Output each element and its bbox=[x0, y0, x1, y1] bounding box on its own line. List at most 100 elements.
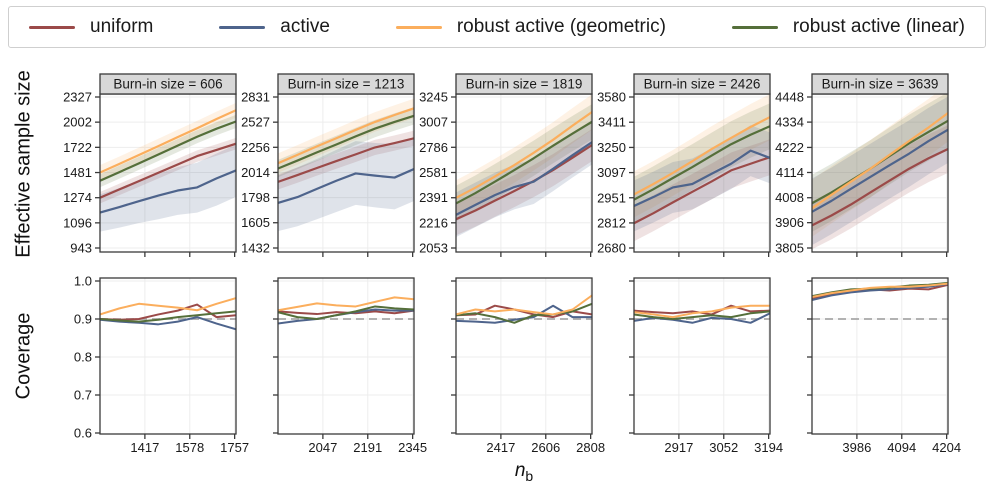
series-band-active bbox=[100, 144, 236, 232]
panel-title: Burn-in size = 606 bbox=[113, 77, 222, 92]
legend-item-robust_active_linear: robust active (linear) bbox=[731, 16, 965, 38]
series-line-robust_active_geometric bbox=[634, 116, 770, 196]
series-line-uniform bbox=[278, 137, 414, 183]
legend-label: robust active (geometric) bbox=[456, 16, 666, 37]
ess-panel: 2680 2812 2951 3097 3250 3411 3580 Burn-in size… bbox=[597, 73, 771, 257]
ess-ytick-label: 1722 bbox=[63, 140, 92, 155]
gridlines bbox=[634, 278, 770, 434]
legend-swatch-active bbox=[219, 25, 266, 29]
coverage-panel: 1.0 0.9 0.8 0.7 0.6 1417 1578 1757 bbox=[74, 274, 249, 456]
coverage-line-active bbox=[100, 316, 236, 331]
coverage-panel: 3986 4094 4204 bbox=[807, 277, 961, 455]
ess-ytick-label: 3906 bbox=[775, 215, 804, 230]
series-line-robust_active_geometric bbox=[456, 111, 592, 199]
series-line-uniform bbox=[456, 144, 592, 221]
xtick-label: 2417 bbox=[486, 440, 515, 455]
ess-ytick-label: 4334 bbox=[775, 115, 804, 130]
ess-ytick-label: 3580 bbox=[597, 90, 626, 105]
series-line-robust_active_geometric bbox=[100, 109, 236, 174]
ess-ytick-label: 943 bbox=[70, 241, 92, 256]
xtick-label: 2345 bbox=[398, 440, 427, 455]
xtick-label: 2917 bbox=[664, 440, 693, 455]
coverage-ytick-label: 0.7 bbox=[74, 388, 92, 403]
ess-ytick-label: 2256 bbox=[241, 140, 270, 155]
gridlines bbox=[100, 94, 236, 252]
series-line-active bbox=[456, 141, 592, 216]
coverage-line-robust_active_geometric bbox=[100, 297, 236, 316]
coverage-line-robust_active_linear bbox=[278, 305, 414, 320]
legend-item-active: active bbox=[219, 16, 330, 38]
coverage-line-robust_active_geometric bbox=[278, 296, 414, 312]
coverage-panel: 2417 2606 2808 bbox=[451, 277, 605, 455]
xtick-label: 2606 bbox=[531, 440, 560, 455]
legend-label: robust active (linear) bbox=[792, 16, 965, 37]
panel-frame bbox=[99, 277, 237, 435]
ess-ytick-label: 4114 bbox=[776, 165, 804, 180]
series-line-active bbox=[278, 168, 414, 204]
series-band-uniform bbox=[634, 139, 770, 242]
coverage-panel: 2917 3052 3194 bbox=[629, 277, 783, 455]
panel-frame bbox=[455, 277, 593, 435]
panel-frame bbox=[277, 277, 415, 435]
series-line-uniform bbox=[634, 156, 770, 225]
series-line-robust_active_linear bbox=[456, 120, 592, 205]
coverage-line-robust_active_linear bbox=[634, 310, 770, 320]
xtick-label: 2191 bbox=[353, 440, 382, 455]
ess-panel: 1432 1605 1798 2014 2256 2527 2831 Burn-in size… bbox=[241, 73, 415, 257]
xtick-label: 3052 bbox=[709, 440, 738, 455]
ess-ytick-label: 2831 bbox=[241, 90, 270, 105]
panel-title-strip bbox=[99, 73, 237, 95]
ess-ytick-label: 1605 bbox=[241, 215, 270, 230]
ess-ytick-label: 2680 bbox=[597, 241, 626, 256]
ess-ytick-label: 1798 bbox=[241, 190, 270, 205]
panel-title: Burn-in size = 3639 bbox=[822, 77, 939, 92]
x-axis-subscript: b bbox=[525, 467, 534, 484]
ess-ytick-label: 2216 bbox=[419, 215, 448, 230]
ess-panel: 943 1096 1274 1481 1722 2002 2327 Burn-in size … bbox=[63, 73, 237, 257]
coverage-line-robust_active_geometric bbox=[812, 282, 948, 298]
series-line-robust_active_linear bbox=[278, 114, 414, 170]
panel-title-strip bbox=[633, 73, 771, 95]
ess-ytick-label: 2527 bbox=[241, 115, 270, 130]
coverage-line-robust_active_linear bbox=[456, 302, 592, 324]
panel-title: Burn-in size = 2426 bbox=[644, 77, 761, 92]
legend-swatch-robust_active_geometric bbox=[395, 25, 442, 29]
ess-ytick-label: 2014 bbox=[241, 165, 270, 180]
ess-ytick-label: 4448 bbox=[775, 90, 804, 105]
series-line-robust_active_geometric bbox=[812, 112, 948, 210]
ess-ytick-label: 2786 bbox=[419, 140, 448, 155]
legend-swatch-robust_active_linear bbox=[731, 25, 778, 29]
panel-frame bbox=[811, 277, 949, 435]
panel-title-strip bbox=[277, 73, 415, 95]
ess-ytick-label: 1432 bbox=[241, 241, 270, 256]
ess-ytick-label: 1096 bbox=[63, 215, 92, 230]
xtick-label: 2047 bbox=[308, 440, 337, 455]
gridlines bbox=[634, 94, 770, 252]
xtick-label: 3986 bbox=[842, 440, 871, 455]
xtick-label: 1417 bbox=[130, 440, 159, 455]
legend-item-uniform: uniform bbox=[29, 16, 153, 38]
ess-ytick-label: 3805 bbox=[775, 241, 804, 256]
gridlines bbox=[278, 278, 414, 434]
series-line-robust_active_geometric bbox=[278, 107, 414, 165]
series-line-robust_active_linear bbox=[634, 125, 770, 201]
series-band-robust_active_linear bbox=[456, 104, 592, 222]
xtick-label: 1578 bbox=[175, 440, 204, 455]
series-line-uniform bbox=[100, 142, 236, 199]
series-line-uniform bbox=[812, 148, 948, 227]
ess-ytick-label: 2581 bbox=[419, 165, 448, 180]
coverage-line-robust_active_geometric bbox=[634, 304, 770, 319]
ess-ytick-label: 2002 bbox=[63, 115, 92, 130]
coverage-ytick-label: 1.0 bbox=[74, 274, 92, 289]
ess-ytick-label: 2327 bbox=[63, 90, 92, 105]
series-band-robust_active_geometric bbox=[812, 94, 948, 237]
panel-frame bbox=[633, 277, 771, 435]
ess-panel: 3805 3906 4008 4114 4222 4334 4448 Burn-in size… bbox=[775, 73, 949, 257]
xtick-label: 3194 bbox=[754, 440, 783, 455]
coverage-ytick-label: 0.8 bbox=[74, 350, 92, 365]
xtick-label: 1757 bbox=[220, 440, 249, 455]
series-band-robust_active_linear bbox=[634, 103, 770, 223]
legend-label: active bbox=[280, 16, 330, 37]
ess-ytick-label: 1481 bbox=[63, 165, 92, 180]
